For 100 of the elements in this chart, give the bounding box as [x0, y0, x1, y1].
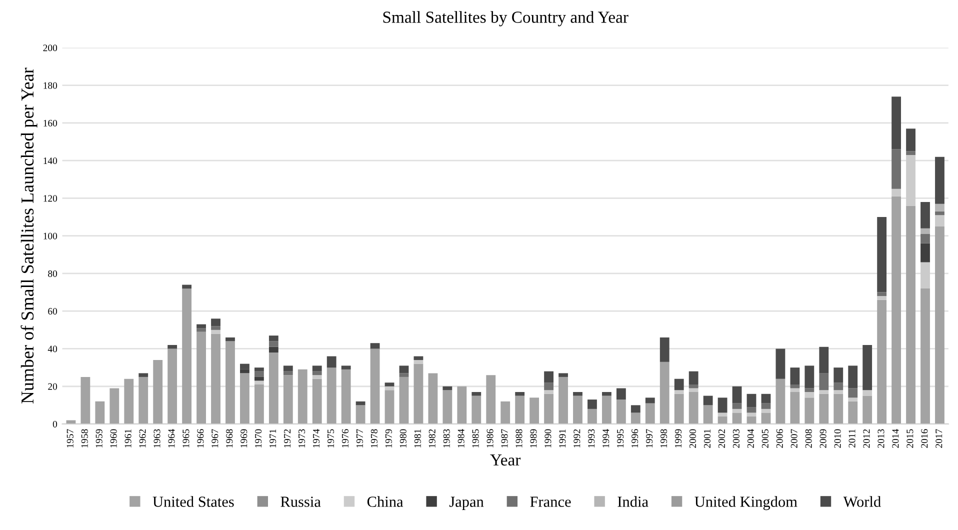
bar: [211, 326, 220, 330]
bar: [268, 336, 278, 342]
x-tick-label: 1981: [414, 429, 421, 448]
bar: [862, 390, 872, 396]
x-tick-label: 1986: [486, 429, 494, 448]
bar: [732, 386, 742, 404]
bar: [761, 412, 771, 424]
x-tick-label: 1984: [458, 429, 464, 448]
x-tick-label: 1965: [182, 429, 190, 448]
x-tick-label: 1979: [385, 429, 392, 448]
bar: [283, 366, 293, 372]
x-tick-label: 1970: [255, 429, 262, 448]
bar: [703, 396, 713, 406]
bar: [384, 390, 394, 424]
bar: [428, 373, 438, 424]
x-tick-label: 2003: [732, 429, 740, 448]
x-tick-label: 1998: [660, 429, 668, 448]
bar: [211, 318, 220, 326]
bar: [645, 398, 655, 404]
y-tick-label: 0: [52, 420, 58, 428]
y-tick-label: 60: [48, 308, 58, 315]
bar: [573, 396, 582, 424]
bar: [602, 392, 612, 396]
bar: [312, 378, 322, 424]
bar: [544, 390, 554, 394]
bar: [153, 360, 163, 424]
bar: [877, 296, 887, 300]
bar: [472, 392, 482, 396]
bar: [384, 382, 394, 386]
bar: [472, 396, 482, 424]
bar: [761, 403, 771, 409]
bar: [935, 215, 944, 226]
bar: [486, 375, 496, 424]
x-tick-label: 1957: [66, 429, 74, 448]
x-tick-label: 2002: [718, 429, 725, 448]
bar: [848, 398, 858, 402]
bar: [790, 384, 800, 388]
bar: [746, 412, 756, 416]
bar: [804, 398, 814, 424]
bar: [196, 332, 206, 424]
y-tick-label: 140: [44, 158, 58, 164]
bar: [703, 405, 713, 424]
bar: [834, 368, 844, 383]
bar: [834, 382, 844, 390]
bar: [544, 371, 554, 383]
x-tick-label: 1964: [168, 429, 175, 448]
x-tick-label: 1959: [96, 429, 102, 448]
bar: [414, 360, 424, 364]
bar: [616, 388, 626, 400]
x-tick-label: 1994: [602, 429, 610, 448]
bar: [674, 394, 684, 424]
x-tick-label: 2015: [906, 429, 914, 448]
x-tick-label: 1968: [226, 429, 233, 448]
x-tick-label: 1997: [646, 429, 653, 448]
y-axis-title: Number of Small Satellites Launched per Year: [20, 68, 38, 404]
bar: [616, 400, 626, 424]
bar: [804, 388, 814, 392]
bar: [588, 408, 597, 424]
bar: [848, 401, 858, 424]
x-tick-label: 2009: [820, 429, 826, 448]
legend-label: India: [618, 496, 648, 507]
x-tick-label: 1973: [298, 429, 306, 448]
bar: [312, 375, 322, 379]
legend-label: Russia: [280, 496, 321, 507]
bar: [732, 403, 742, 409]
bar: [370, 348, 380, 424]
x-tick-label: 1966: [197, 429, 204, 448]
legend-label: Japan: [449, 496, 484, 510]
bar: [326, 368, 336, 424]
bar: [630, 405, 640, 413]
bar: [399, 366, 409, 374]
bar: [356, 401, 366, 406]
bar: [862, 344, 872, 390]
bar: [920, 234, 930, 244]
x-tick-label: 1990: [544, 429, 552, 448]
x-tick-label: 1982: [428, 429, 436, 448]
bar: [326, 356, 336, 368]
y-tick-label: 200: [43, 44, 58, 52]
bar: [196, 324, 206, 328]
x-tick-label: 2007: [790, 429, 798, 448]
bar: [892, 188, 901, 196]
x-tick-label: 1996: [632, 429, 638, 448]
x-tick-label: 1967: [212, 429, 218, 448]
bar: [254, 371, 264, 377]
bar: [341, 366, 351, 370]
bar: [602, 396, 612, 424]
bar: [240, 364, 250, 370]
x-tick-label: 2001: [704, 429, 710, 448]
x-tick-label: 1983: [443, 429, 450, 448]
bar: [819, 394, 829, 424]
bar: [892, 149, 901, 189]
bar: [892, 196, 901, 424]
bar: [80, 376, 90, 424]
bar: [906, 154, 916, 206]
bar: [920, 228, 930, 234]
bar: [906, 151, 916, 155]
bar: [558, 373, 568, 377]
bar: [312, 366, 322, 372]
bar: [718, 412, 728, 416]
legend-label: France: [530, 496, 571, 507]
